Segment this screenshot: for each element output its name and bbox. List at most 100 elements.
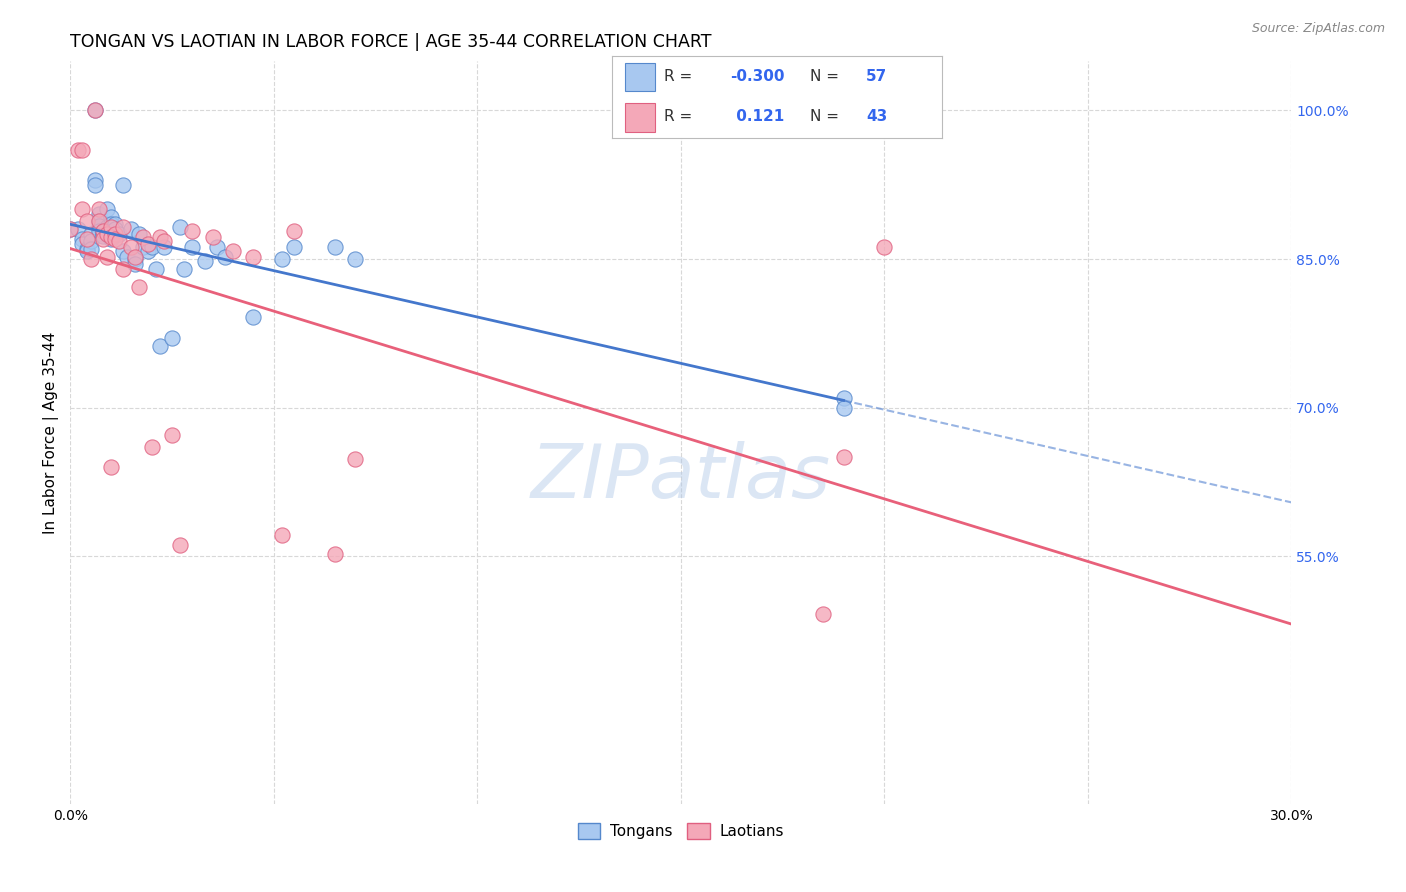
Point [100,232,122,246]
Point [813,607,835,621]
Point [323,548,346,562]
Point [270,252,292,266]
Point [104,232,127,246]
Text: 57: 57 [866,70,887,84]
Point [115,250,138,264]
Point [344,252,367,266]
Point [112,244,135,258]
Point [96,220,118,235]
Point [108,234,131,248]
Point [83,172,105,186]
Point [832,450,855,465]
Point [120,222,142,236]
Point [83,103,105,118]
Point [72,237,94,252]
Point [104,217,127,231]
Point [76,242,98,256]
Point [100,460,122,475]
Point [242,310,264,324]
Point [79,234,101,248]
Text: N =: N = [810,110,839,124]
Point [141,441,163,455]
Point [67,222,90,236]
Point [124,250,146,264]
Y-axis label: In Labor Force | Age 35-44: In Labor Force | Age 35-44 [44,331,59,533]
Point [59,222,82,236]
Point [79,227,101,242]
Point [128,280,150,294]
Point [91,227,114,242]
Text: N =: N = [810,70,839,84]
Point [873,240,896,254]
Point [91,229,114,244]
Point [67,143,90,157]
Point [153,234,176,248]
Point [100,227,122,242]
Point [79,242,101,256]
Point [169,220,191,235]
Text: 0.121: 0.121 [731,110,783,124]
Point [344,452,367,467]
Point [96,227,118,242]
Text: ZIPatlas: ZIPatlas [530,442,831,513]
Point [242,250,264,264]
Point [149,339,172,353]
Point [112,261,135,276]
Point [76,214,98,228]
Point [96,250,118,264]
Point [100,230,122,244]
Point [112,178,135,192]
FancyBboxPatch shape [624,62,655,92]
Point [832,391,855,405]
Point [79,252,101,266]
Point [91,225,114,239]
Point [128,227,150,242]
Point [72,232,94,246]
Point [108,227,131,242]
Point [145,261,167,276]
Text: Source: ZipAtlas.com: Source: ZipAtlas.com [1251,22,1385,36]
Point [283,224,305,238]
Point [153,240,176,254]
Point [83,103,105,118]
Point [96,202,118,217]
Point [160,331,183,345]
Point [214,250,236,264]
Point [104,222,127,236]
Point [193,254,215,268]
Point [222,244,245,258]
Point [173,261,195,276]
Point [160,428,183,442]
Point [100,224,122,238]
Point [100,220,122,235]
Point [87,202,110,217]
Text: R =: R = [665,110,693,124]
Point [87,214,110,228]
Point [132,240,155,254]
Point [96,227,118,242]
Text: R =: R = [665,70,693,84]
Point [169,537,191,551]
Point [112,220,135,235]
Point [270,527,292,541]
Legend: Tongans, Laotians: Tongans, Laotians [571,817,790,845]
Point [59,222,82,236]
Point [72,202,94,217]
Point [100,211,122,225]
Point [100,217,122,231]
Point [201,230,224,244]
Point [83,178,105,192]
Point [87,214,110,228]
Point [132,230,155,244]
Text: TONGAN VS LAOTIAN IN LABOR FORCE | AGE 35-44 CORRELATION CHART: TONGAN VS LAOTIAN IN LABOR FORCE | AGE 3… [70,33,711,51]
Point [104,227,127,242]
Text: 43: 43 [866,110,887,124]
Point [120,240,142,254]
Point [91,232,114,246]
Point [72,143,94,157]
Point [181,240,204,254]
Point [323,240,346,254]
Point [91,224,114,238]
Point [283,240,305,254]
Point [149,230,172,244]
